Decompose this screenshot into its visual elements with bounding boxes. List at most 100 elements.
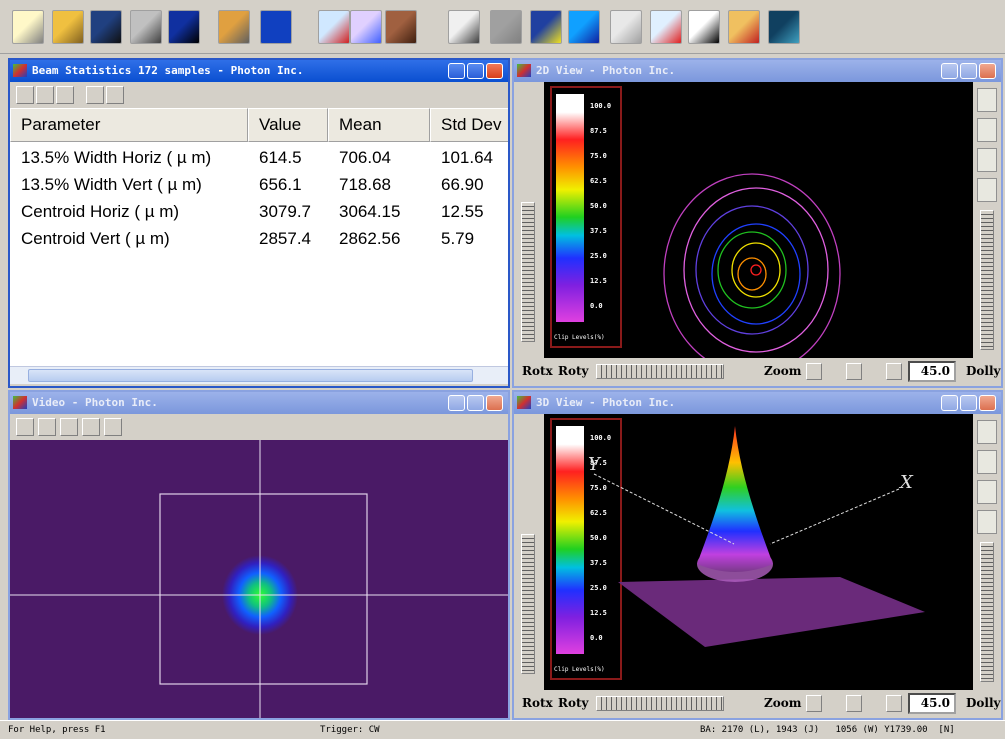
column-header[interactable]: Parameter [10,108,248,142]
toolbar-button[interactable] [688,10,720,44]
video-tool-button[interactable] [16,418,34,436]
stats-tool-button[interactable] [56,86,74,104]
colorbar-label: 37.5 [590,227,607,235]
rotx-label[interactable]: Rotx [522,364,553,378]
vertical-slider[interactable] [521,202,535,342]
toolbar-button[interactable] [130,10,162,44]
minimize-button[interactable] [448,395,465,411]
window: 2D View - Photon Inc. 100.0 87.5 75.0 62.5 50… [512,58,1003,388]
help-tool[interactable] [977,148,997,172]
horizontal-scrollbar[interactable] [10,366,508,384]
maximize-button[interactable] [960,395,977,411]
pointer-tool[interactable] [977,420,997,444]
close-button[interactable] [486,395,503,411]
zoom-right-button[interactable] [886,695,902,712]
video-tool-button[interactable] [60,418,78,436]
toolbar-button[interactable] [12,10,44,44]
home-tool[interactable] [977,178,997,202]
pan-tool[interactable] [977,118,997,142]
toolbar-button[interactable] [52,10,84,44]
toolbar-button[interactable] [318,10,350,44]
close-button[interactable] [979,395,996,411]
toolbar-button[interactable] [728,10,760,44]
toolbar-button[interactable] [90,10,122,44]
colorbar-label: 50.0 [590,534,607,542]
maximize-button[interactable] [467,63,484,79]
zoom-slider[interactable] [980,210,994,350]
zoom-right-button[interactable] [886,363,902,380]
video-tool-button[interactable] [82,418,100,436]
colorbar-label: 87.5 [590,127,607,135]
dolly-label[interactable]: Dolly [966,696,1001,710]
status-text: BA: 2170 (L), 1943 (J) 1056 (W) Y1739.00… [700,725,955,735]
table-cell: 101.64 [441,148,493,167]
minimize-button[interactable] [941,63,958,79]
close-button[interactable] [979,63,996,79]
toolbar-button[interactable] [490,10,522,44]
stats-tool-button[interactable] [106,86,124,104]
colorbar-label: 12.5 [590,277,607,285]
pan-tool[interactable] [977,450,997,474]
column-header[interactable]: Mean [328,108,430,142]
zoom-value[interactable]: 45.0 [908,361,956,382]
pointer-tool[interactable] [977,88,997,112]
toolbar-button[interactable] [385,10,417,44]
stats-tool-button[interactable] [16,86,34,104]
zoom-value[interactable]: 45.0 [908,693,956,714]
toolbar-button[interactable] [350,10,382,44]
column-header[interactable]: Std Dev [430,108,508,142]
contour-line [683,187,829,353]
dolly-label[interactable]: Dolly [966,364,1001,378]
stats-tool-button[interactable] [86,86,104,104]
home-tool[interactable] [977,510,997,534]
stats-tool-button[interactable] [36,86,54,104]
toolbar-button[interactable] [568,10,600,44]
roty-label[interactable]: Roty [558,364,589,378]
rotation-slider[interactable] [596,364,724,379]
minimize-button[interactable] [448,63,465,79]
title-bar: 3D View - Photon Inc. [514,392,1001,414]
window-icon [517,396,531,409]
maximize-button[interactable] [467,395,484,411]
scroll-thumb[interactable] [28,369,473,382]
table-cell: 3079.7 [259,202,311,221]
column-header[interactable]: Value [248,108,328,142]
stats-toolbar [10,82,508,108]
close-button[interactable] [486,63,503,79]
video-display [10,440,508,718]
toolbar-button[interactable] [650,10,682,44]
zoom-label[interactable]: Zoom [764,364,802,378]
toolbar-button[interactable] [530,10,562,44]
vertical-slider[interactable] [521,534,535,674]
minimize-button[interactable] [941,395,958,411]
colorbar-label: 87.5 [590,459,607,467]
title-bar: 2D View - Photon Inc. [514,60,1001,82]
toolbar-button[interactable] [610,10,642,44]
rotx-label[interactable]: Rotx [522,696,553,710]
toolbar-button[interactable] [768,10,800,44]
roty-label[interactable]: Roty [558,696,589,710]
toolbar-button[interactable] [218,10,250,44]
video-tool-button[interactable] [104,418,122,436]
zoom-slider[interactable] [980,542,994,682]
zoom-left-button[interactable] [806,363,822,380]
contour-line [695,205,809,335]
rotation-slider[interactable] [596,696,724,711]
video-tool-button[interactable] [38,418,56,436]
help-tool[interactable] [977,480,997,504]
contour-line [711,223,801,325]
table-cell: 66.90 [441,175,484,194]
toolbar-button[interactable] [260,10,292,44]
toolbar-button[interactable] [448,10,480,44]
table-cell: 5.79 [441,229,475,248]
colorbar-label: 62.5 [590,509,607,517]
zoom-label[interactable]: Zoom [764,696,802,710]
zoom-thumb[interactable] [846,363,862,380]
maximize-button[interactable] [960,63,977,79]
zoom-thumb[interactable] [846,695,862,712]
toolbar-button[interactable] [168,10,200,44]
colorbar-label: 0.0 [590,634,603,642]
colorbar-label: 75.0 [590,484,607,492]
zoom-left-button[interactable] [806,695,822,712]
